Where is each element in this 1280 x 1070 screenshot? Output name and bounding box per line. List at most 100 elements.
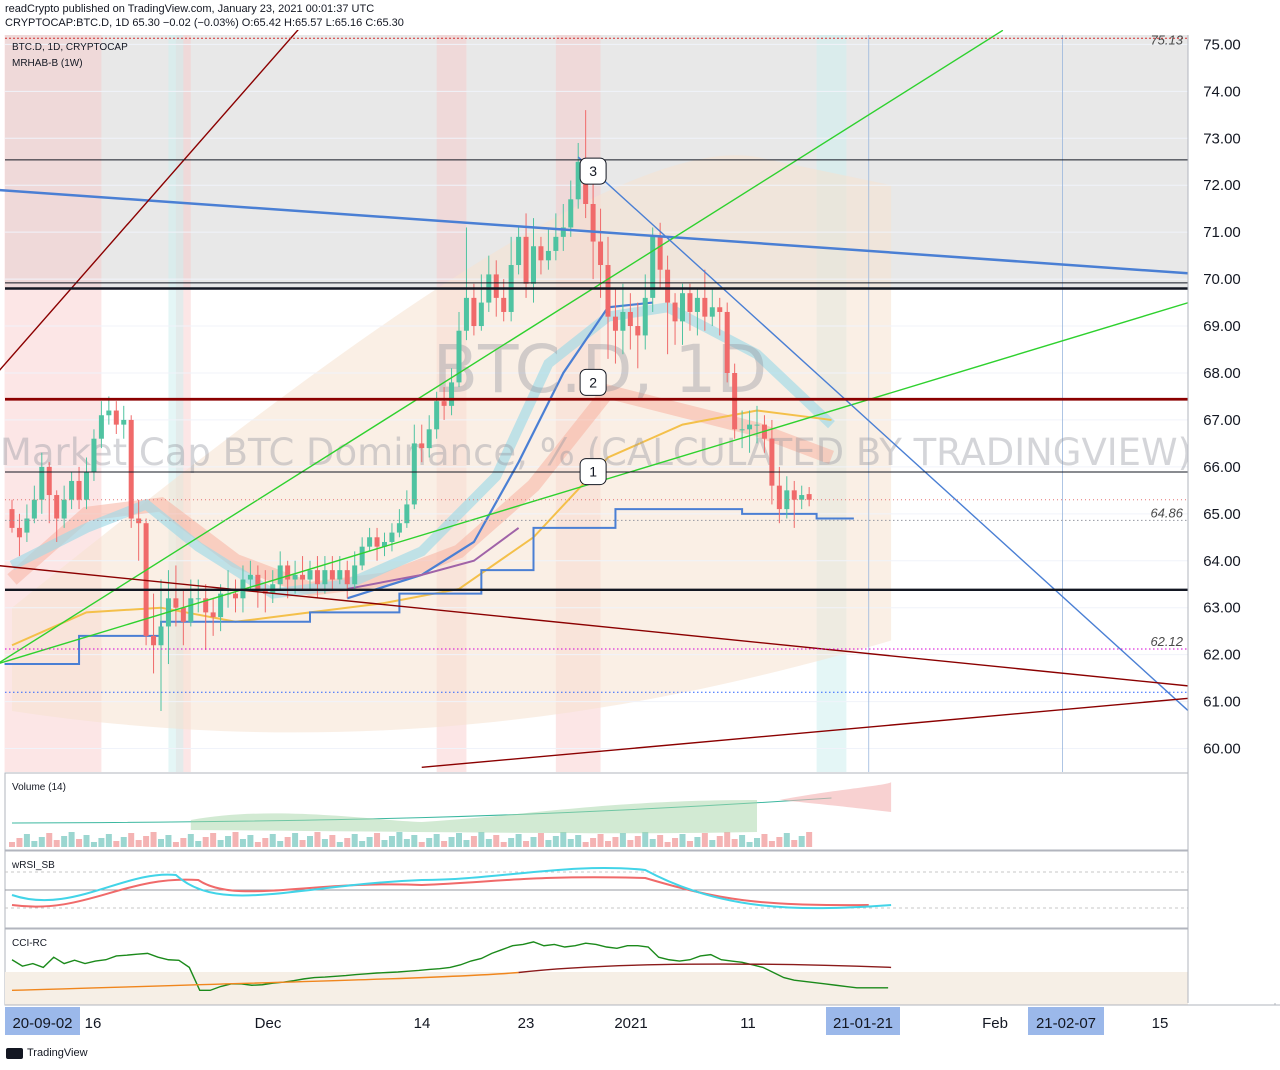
candle-body [456,330,462,383]
trendline [421,696,1205,769]
volume-bar [724,832,731,847]
volume-bar [657,835,664,847]
candle [352,551,358,589]
candle-body [322,570,328,585]
candle [262,570,268,613]
volume-bar [761,834,768,847]
candle [121,405,127,439]
volume-cloud [190,800,758,834]
candle [538,236,544,275]
volume-bar [634,836,641,847]
candle-body [46,466,52,496]
candle-body [39,466,45,500]
candle [501,279,507,322]
footer: TradingView [6,1047,88,1059]
candle [255,565,261,608]
candle-body [516,236,522,266]
candle [680,283,685,345]
candle-body [769,438,775,486]
candle-body [285,565,291,580]
candle-body [113,410,119,425]
volume-bar [232,832,239,847]
volume-bar [478,832,485,847]
volume-bar [716,836,723,847]
candle [732,363,738,439]
volume-bar [731,839,738,847]
candle-body [791,490,797,500]
btc-dominance-chart[interactable]: BTC.D, 1D Market Cap BTC Dominance, % (C… [0,30,1280,1040]
candle-body [680,293,685,322]
candle [180,588,186,646]
candle-body [367,537,373,547]
candle-body [776,485,782,510]
candle-body [717,307,723,312]
candle [575,142,581,209]
volume-bar [46,833,53,847]
time-tick: 14 [414,1015,431,1032]
cci-line [11,941,889,992]
candle [717,297,723,336]
volume-bar [98,838,105,847]
purple-moving-average [347,527,520,590]
wrsi-lines [5,866,1188,910]
candle [113,401,119,435]
indicator-label: MRHAB-B (1W) [12,58,83,69]
candle-body [359,546,365,566]
candle-body [441,401,447,406]
volume-bar [61,836,68,847]
candle-body [98,415,104,439]
price-tick: 68.00 [1203,365,1241,382]
candle [396,509,402,538]
candle-body [106,410,112,416]
volume-bar [627,840,634,847]
trendline [0,188,1205,276]
candle [285,560,291,599]
candle-body [501,297,507,312]
level-note-label: 75.13 [1150,32,1183,47]
volume-bar [709,840,716,847]
candle-body [694,297,700,312]
candle [188,579,194,627]
candle [106,396,112,425]
candle-body [136,518,142,524]
candle-body [642,297,648,336]
volume-bar [202,837,209,847]
candle-body [233,593,238,599]
candle-body [426,429,432,449]
candle [195,579,201,613]
candle-body [69,480,75,500]
candle-body [262,588,268,594]
volume-bar [247,835,254,847]
price-tick: 62.00 [1203,647,1241,664]
candle-body [434,401,440,430]
callout-box [579,157,607,185]
trendline [577,156,1205,726]
volume-bar [515,834,522,847]
candle [419,424,425,463]
weekly-cloud [12,155,892,733]
candle [329,556,335,589]
candle-body [702,297,708,317]
volume-bar [158,839,164,847]
candle-body [128,419,134,519]
candle [769,419,775,505]
volume-bar [217,840,224,847]
volume-bar [239,839,246,847]
candle-body [620,311,626,331]
candle-body [374,537,380,547]
candle-body [404,504,410,524]
candle-body [300,574,306,580]
price-tick: 63.00 [1203,600,1241,617]
time-highlight-label: 21-01-21 [833,1015,893,1032]
volume-bar [210,833,217,847]
candle [709,288,715,327]
candle [568,180,574,237]
volume-bar [791,840,798,847]
candle [300,556,306,589]
candle [471,283,477,336]
callout-label: 3 [589,163,597,179]
candle [456,311,462,388]
candle [516,227,522,275]
candle-body [672,302,678,322]
volume-bar [686,841,693,847]
